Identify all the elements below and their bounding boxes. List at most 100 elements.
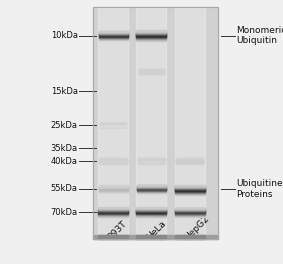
FancyBboxPatch shape <box>138 160 165 161</box>
FancyBboxPatch shape <box>136 37 166 38</box>
FancyBboxPatch shape <box>136 207 166 208</box>
FancyBboxPatch shape <box>136 32 166 33</box>
FancyBboxPatch shape <box>98 208 128 209</box>
FancyBboxPatch shape <box>136 209 166 210</box>
FancyBboxPatch shape <box>99 187 128 188</box>
FancyBboxPatch shape <box>136 33 166 34</box>
FancyBboxPatch shape <box>136 212 166 213</box>
FancyBboxPatch shape <box>99 161 127 162</box>
FancyBboxPatch shape <box>175 211 205 212</box>
FancyBboxPatch shape <box>175 215 205 216</box>
FancyBboxPatch shape <box>99 160 127 161</box>
FancyBboxPatch shape <box>98 210 128 211</box>
Text: 10kDa: 10kDa <box>51 31 78 40</box>
FancyBboxPatch shape <box>98 34 128 35</box>
FancyBboxPatch shape <box>99 188 128 189</box>
FancyBboxPatch shape <box>98 35 128 36</box>
FancyBboxPatch shape <box>100 125 126 126</box>
FancyBboxPatch shape <box>175 216 205 217</box>
FancyBboxPatch shape <box>138 160 165 161</box>
FancyBboxPatch shape <box>136 214 166 215</box>
FancyBboxPatch shape <box>175 189 205 190</box>
FancyBboxPatch shape <box>98 212 128 213</box>
FancyBboxPatch shape <box>176 160 203 161</box>
FancyBboxPatch shape <box>175 192 205 193</box>
Text: Monomeric
Ubiquitin: Monomeric Ubiquitin <box>236 26 283 45</box>
FancyBboxPatch shape <box>175 235 205 239</box>
FancyBboxPatch shape <box>136 216 166 217</box>
FancyBboxPatch shape <box>175 190 205 191</box>
FancyBboxPatch shape <box>175 210 205 211</box>
Text: 70kDa: 70kDa <box>51 208 78 217</box>
FancyBboxPatch shape <box>136 39 166 40</box>
FancyBboxPatch shape <box>138 163 165 164</box>
FancyBboxPatch shape <box>136 38 166 39</box>
FancyBboxPatch shape <box>139 73 164 74</box>
FancyBboxPatch shape <box>98 37 128 38</box>
FancyBboxPatch shape <box>100 123 126 124</box>
FancyBboxPatch shape <box>176 161 203 162</box>
Text: 35kDa: 35kDa <box>51 144 78 153</box>
FancyBboxPatch shape <box>138 161 165 162</box>
FancyBboxPatch shape <box>99 188 128 189</box>
FancyBboxPatch shape <box>175 188 205 189</box>
FancyBboxPatch shape <box>139 72 164 73</box>
FancyBboxPatch shape <box>175 209 205 210</box>
FancyBboxPatch shape <box>98 33 128 34</box>
FancyBboxPatch shape <box>139 70 164 71</box>
FancyBboxPatch shape <box>137 192 166 193</box>
FancyBboxPatch shape <box>99 162 127 163</box>
FancyBboxPatch shape <box>98 215 128 216</box>
FancyBboxPatch shape <box>175 209 205 210</box>
FancyBboxPatch shape <box>99 190 128 191</box>
FancyBboxPatch shape <box>176 158 203 159</box>
FancyBboxPatch shape <box>99 189 128 190</box>
FancyBboxPatch shape <box>98 216 128 217</box>
Text: 55kDa: 55kDa <box>51 185 78 194</box>
FancyBboxPatch shape <box>136 235 166 239</box>
FancyBboxPatch shape <box>99 160 127 161</box>
FancyBboxPatch shape <box>175 186 205 187</box>
FancyBboxPatch shape <box>100 126 126 127</box>
FancyBboxPatch shape <box>98 36 128 37</box>
FancyBboxPatch shape <box>99 190 128 191</box>
FancyBboxPatch shape <box>98 39 128 40</box>
FancyBboxPatch shape <box>98 35 128 36</box>
FancyBboxPatch shape <box>98 214 128 215</box>
FancyBboxPatch shape <box>139 72 164 73</box>
FancyBboxPatch shape <box>99 186 128 187</box>
FancyBboxPatch shape <box>176 160 203 161</box>
FancyBboxPatch shape <box>175 211 205 212</box>
FancyBboxPatch shape <box>98 213 128 214</box>
FancyBboxPatch shape <box>98 38 128 39</box>
FancyBboxPatch shape <box>136 31 166 32</box>
FancyBboxPatch shape <box>136 209 166 210</box>
FancyBboxPatch shape <box>98 32 128 33</box>
FancyBboxPatch shape <box>139 69 164 70</box>
FancyBboxPatch shape <box>175 187 205 188</box>
FancyBboxPatch shape <box>136 36 166 37</box>
FancyBboxPatch shape <box>176 162 203 163</box>
FancyBboxPatch shape <box>98 33 128 34</box>
FancyBboxPatch shape <box>100 126 126 127</box>
FancyBboxPatch shape <box>99 190 128 191</box>
FancyBboxPatch shape <box>98 37 128 38</box>
FancyBboxPatch shape <box>136 34 166 35</box>
FancyBboxPatch shape <box>175 192 205 193</box>
Text: HepG2: HepG2 <box>183 214 211 242</box>
FancyBboxPatch shape <box>136 215 166 216</box>
FancyBboxPatch shape <box>93 7 218 239</box>
FancyBboxPatch shape <box>99 159 127 160</box>
FancyBboxPatch shape <box>139 73 164 74</box>
FancyBboxPatch shape <box>100 123 126 124</box>
FancyBboxPatch shape <box>136 7 166 236</box>
FancyBboxPatch shape <box>136 32 166 33</box>
FancyBboxPatch shape <box>98 215 128 216</box>
FancyBboxPatch shape <box>138 159 165 160</box>
FancyBboxPatch shape <box>136 31 166 32</box>
FancyBboxPatch shape <box>136 215 166 216</box>
FancyBboxPatch shape <box>99 191 128 192</box>
FancyBboxPatch shape <box>175 191 205 192</box>
FancyBboxPatch shape <box>98 34 128 35</box>
FancyBboxPatch shape <box>98 31 128 32</box>
